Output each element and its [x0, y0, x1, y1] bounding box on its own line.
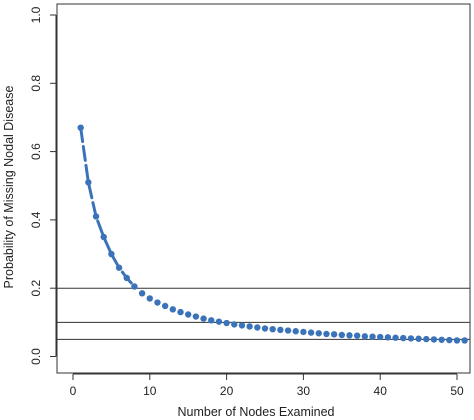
y-axis-title: Probability of Missing Nodal Disease — [2, 86, 16, 289]
data-point — [161, 302, 169, 310]
data-point — [400, 334, 407, 342]
x-tick-label-0: 0 — [70, 384, 77, 398]
data-point — [377, 333, 384, 341]
data-point — [430, 336, 438, 343]
data-point — [131, 283, 138, 290]
data-point — [453, 337, 461, 344]
data-point — [392, 334, 399, 341]
data-point — [438, 336, 445, 343]
data-point — [92, 213, 100, 220]
data-point — [154, 299, 161, 306]
data-point — [238, 322, 246, 329]
data-point — [100, 233, 107, 241]
data-point — [407, 335, 415, 342]
data-point — [85, 179, 92, 186]
data-point — [277, 326, 284, 334]
data-point — [346, 332, 353, 339]
data-point — [215, 318, 223, 325]
x-tick-label-3: 30 — [297, 384, 311, 398]
data-point — [192, 313, 200, 320]
data-point — [423, 335, 430, 343]
data-point — [284, 327, 292, 334]
data-point — [123, 274, 130, 282]
data-point — [146, 295, 153, 302]
data-point — [200, 315, 207, 322]
reference-lines — [57, 287, 470, 340]
data-point — [185, 311, 192, 318]
data-point — [461, 337, 468, 344]
data-point — [169, 306, 177, 313]
data-point — [254, 324, 261, 331]
data-point — [353, 332, 361, 339]
x-tick-label-1: 10 — [143, 384, 157, 398]
data-point — [246, 323, 253, 330]
y-tick-label-3: 0.6 — [29, 143, 43, 160]
series-layer — [77, 124, 468, 344]
data-point — [361, 333, 369, 340]
x-tick-label-2: 20 — [220, 384, 234, 398]
x-axis: 0 10 20 30 40 50 — [70, 373, 464, 398]
data-point — [231, 321, 238, 328]
data-point — [261, 325, 269, 332]
data-point — [330, 331, 338, 338]
data-point — [292, 328, 299, 335]
data-point — [369, 333, 376, 340]
data-point — [223, 319, 230, 327]
plot-frame — [56, 3, 471, 374]
x-axis-title: Number of Nodes Examined — [177, 405, 334, 419]
x-tick-label-5: 50 — [450, 384, 464, 398]
series-line-0 — [79, 126, 136, 288]
data-point — [300, 328, 307, 336]
y-tick-label-2: 0.4 — [29, 211, 43, 228]
data-point — [269, 325, 276, 333]
y-tick-label-1: 0.2 — [29, 280, 43, 297]
y-tick-label-4: 0.8 — [29, 75, 43, 92]
data-point — [323, 330, 330, 338]
y-axis: 0.0 0.2 0.4 0.6 0.8 1.0 — [29, 6, 57, 365]
data-point — [77, 124, 84, 131]
x-tick-label-4: 40 — [374, 384, 388, 398]
data-point — [208, 317, 215, 324]
data-point — [338, 331, 345, 339]
y-tick-label-5: 1.0 — [29, 6, 43, 23]
data-point — [415, 335, 422, 342]
data-point — [384, 334, 392, 341]
data-point — [307, 329, 315, 336]
data-point — [446, 336, 453, 344]
data-point — [177, 308, 184, 316]
data-point — [115, 264, 123, 271]
data-point — [315, 330, 322, 337]
data-point — [108, 250, 115, 258]
data-point — [138, 290, 146, 297]
y-tick-label-0: 0.0 — [29, 348, 43, 365]
